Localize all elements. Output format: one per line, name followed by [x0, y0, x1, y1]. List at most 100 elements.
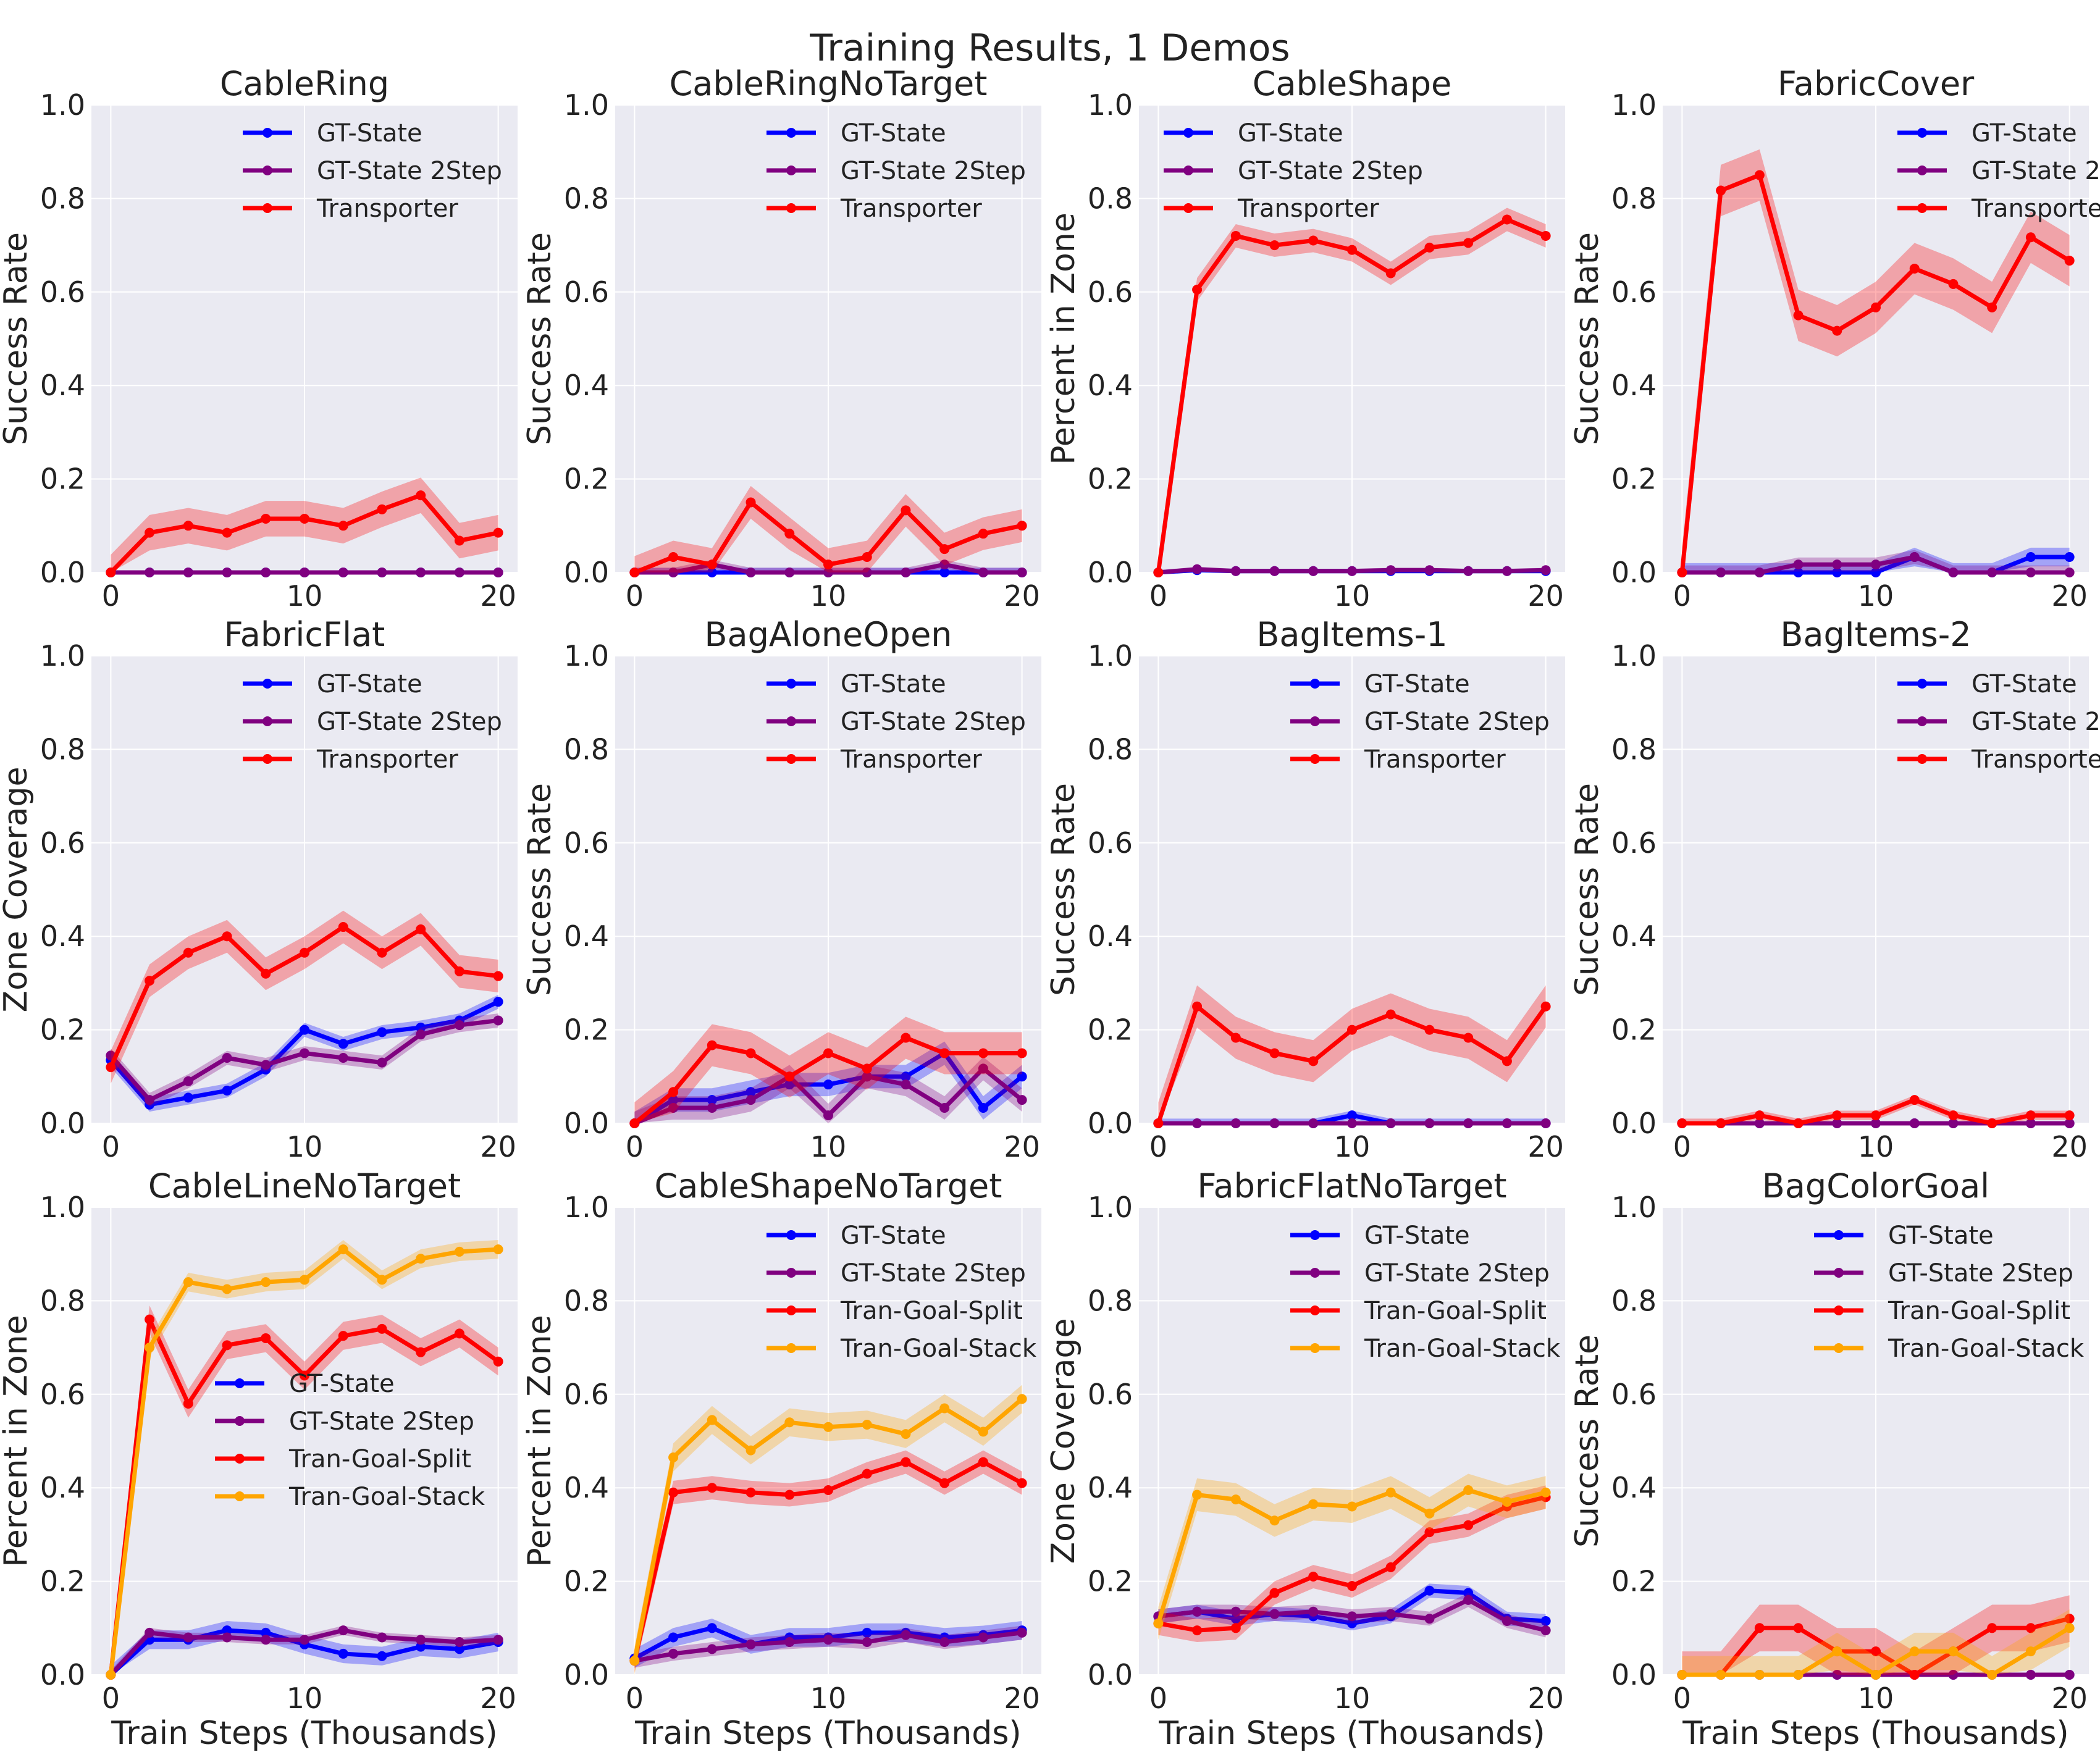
- series-tran-goal-split-point: [338, 1331, 348, 1341]
- series-gt-state-2step-point: [1347, 1118, 1357, 1128]
- series-transporter-point: [1463, 1033, 1474, 1043]
- x-tick-label: 0: [626, 579, 644, 613]
- x-tick-label: 10: [1334, 579, 1371, 613]
- x-tick-label: 10: [1858, 579, 1894, 613]
- legend-swatch-marker: [262, 128, 272, 138]
- series-tran-goal-stack-point: [1017, 1394, 1027, 1404]
- legend-label: Transporter: [316, 195, 458, 223]
- series-gt-state-2step-point: [1385, 1609, 1396, 1619]
- series-transporter-point: [823, 1048, 833, 1058]
- series-gt-state-2step: [1153, 1593, 1551, 1638]
- series-gt-state-2step-point: [338, 1625, 348, 1636]
- series-gt-state-2step-point: [300, 1048, 309, 1058]
- series-gt-state-2step-point: [862, 1637, 872, 1648]
- y-tick-label: 0.2: [1088, 463, 1133, 496]
- series-transporter-point: [183, 947, 193, 958]
- series-tran-goal-split-point: [222, 1340, 232, 1351]
- series-tran-goal-stack-point: [1832, 1646, 1842, 1657]
- series-transporter-point: [1385, 1009, 1396, 1020]
- legend-label: GT-State: [289, 1370, 395, 1398]
- series-gt-state-2step-point: [978, 1063, 988, 1074]
- series-transporter: [106, 477, 503, 577]
- series-gt-state-2step-point: [222, 1053, 232, 1063]
- legend: GT-State GT-State 2Step Tran-Goal-Split Tra…: [1814, 1222, 2085, 1363]
- legend-label: Tran-Goal-Split: [288, 1445, 471, 1473]
- series-gt-state-2step-point: [2064, 568, 2075, 577]
- series-tran-goal-stack: [1677, 1609, 2075, 1680]
- series-gt-state-2step-point: [1424, 565, 1435, 576]
- series-gt-state-2step-point: [1269, 566, 1280, 576]
- series-transporter-point: [1987, 1118, 1997, 1128]
- series-gt-state-point: [746, 1087, 756, 1097]
- legend-label: GT-State: [841, 1222, 946, 1250]
- series-gt-state-point: [222, 1086, 232, 1096]
- series-gt-state-2step-point: [978, 1632, 988, 1643]
- series-gt-state-2step-point: [784, 568, 795, 577]
- series-transporter-point: [377, 504, 387, 514]
- series-tran-goal-stack-point: [746, 1445, 756, 1456]
- y-tick-label: 1.0: [40, 88, 85, 122]
- series-transporter-point: [1424, 242, 1435, 253]
- legend-swatch-marker: [786, 679, 796, 689]
- legend-label: GT-State 2Step: [1972, 708, 2100, 736]
- y-tick-label: 0.6: [564, 826, 609, 860]
- series-gt-state-2step-point: [261, 1635, 271, 1645]
- x-tick-label: 0: [626, 1682, 644, 1715]
- series-tran-goal-split-point: [1269, 1588, 1280, 1598]
- series-transporter-point: [1192, 1001, 1203, 1012]
- series-gt-state-2step-point: [145, 568, 155, 577]
- y-tick-label: 0.4: [1611, 369, 1657, 402]
- x-tick-label: 10: [287, 1130, 323, 1163]
- panel-fabricflatnotarget: 0.0 0.2 0.4 0.6 0.8 1.0 0 10 20 FabricFlatNoTarge…: [1045, 1167, 1565, 1752]
- y-axis-label: Percent in Zone: [0, 1315, 35, 1567]
- y-tick-label: 0.4: [1611, 920, 1657, 953]
- series-tran-goal-stack-point: [707, 1415, 717, 1425]
- series-tran-goal-split-point: [183, 1398, 193, 1409]
- x-tick-label: 0: [102, 579, 120, 613]
- series-tran-goal-split-point: [1793, 1623, 1804, 1633]
- series-transporter: [629, 485, 1027, 577]
- series-transporter-point: [1540, 1001, 1551, 1012]
- series-tran-goal-split-point: [1192, 1625, 1203, 1636]
- legend-label: GT-State: [1364, 1222, 1470, 1250]
- y-tick-label: 0.2: [40, 1565, 85, 1598]
- y-tick-label: 1.0: [1611, 639, 1657, 673]
- series-transporter-point: [1192, 285, 1203, 295]
- series-gt-state-2step-point: [1192, 564, 1203, 574]
- series-tran-goal-stack-point: [939, 1403, 950, 1414]
- series-tran-goal-split-point: [707, 1483, 717, 1493]
- series-gt-state-2step-point: [1385, 1118, 1396, 1128]
- series-gt-state-2step-point: [1754, 1118, 1765, 1128]
- y-tick-label: 0.2: [1088, 1013, 1133, 1047]
- series-gt-state-point: [416, 1641, 426, 1652]
- series-gt-state-2step-point: [2025, 568, 2036, 577]
- series-gt-state-2step-point: [1424, 1614, 1435, 1624]
- series-gt-state-2step-point: [493, 1015, 503, 1026]
- series-gt-state-point: [416, 1022, 426, 1033]
- series-gt-state-point: [454, 1644, 464, 1654]
- legend-swatch-marker: [1917, 679, 1927, 689]
- legend-label: GT-State: [1972, 119, 2077, 148]
- series-transporter-point: [707, 1040, 717, 1050]
- series-transporter-point: [1793, 1118, 1804, 1128]
- y-tick-label: 0.6: [564, 275, 609, 309]
- series-tran-goal-split: [1677, 1595, 2075, 1680]
- y-tick-label: 0.4: [1088, 369, 1133, 402]
- series-transporter-point: [2064, 1110, 2075, 1121]
- series-gt-state-point: [707, 1095, 717, 1105]
- series-gt-state-2step-point: [222, 568, 232, 577]
- y-tick-label: 0.0: [564, 1658, 609, 1691]
- legend: GT-State GT-State 2Step Tran-Goal-Split Tra…: [215, 1370, 485, 1511]
- series-gt-state-point: [707, 1623, 717, 1633]
- series-gt-state-2step-point: [1948, 1670, 1959, 1680]
- legend-label: GT-State: [841, 119, 946, 148]
- legend-swatch-marker: [1310, 1305, 1320, 1315]
- series-gt-state-2step-point: [707, 1644, 717, 1654]
- series-transporter-point: [629, 568, 640, 577]
- legend-swatch-marker: [786, 1230, 796, 1240]
- series-gt-state-2step-point: [901, 568, 911, 577]
- series-transporter-point: [145, 976, 155, 986]
- y-axis-label: Success Rate: [521, 783, 558, 996]
- series-gt-state-2step-point: [939, 1637, 950, 1648]
- series-tran-goal-stack-point: [1754, 1670, 1765, 1680]
